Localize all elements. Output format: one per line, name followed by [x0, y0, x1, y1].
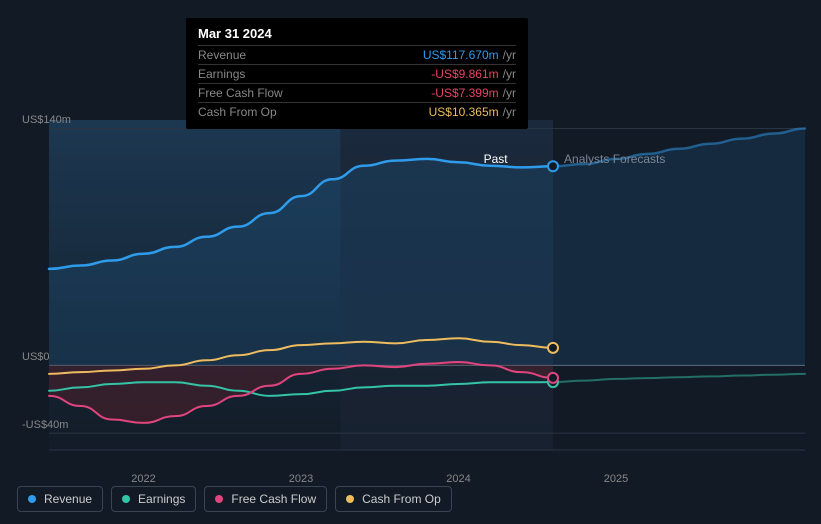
- x-axis-label: 2022: [131, 473, 155, 485]
- past-label: Past: [484, 152, 508, 166]
- chart-area[interactable]: US$140mUS$0-US$40m2022202320242025PastAn…: [17, 120, 805, 480]
- fcf-marker: [548, 373, 558, 383]
- legend-label: Cash From Op: [362, 492, 441, 506]
- chart-tooltip: Mar 31 2024 RevenueUS$117.670m/yrEarning…: [186, 18, 528, 129]
- tooltip-row: Free Cash Flow -US$7.399m/yr: [198, 83, 516, 102]
- tooltip-row: Earnings -US$9.861m/yr: [198, 64, 516, 83]
- legend-item-cfo[interactable]: Cash From Op: [335, 486, 452, 512]
- revenue-marker: [548, 161, 558, 171]
- tooltip-suffix: /yr: [503, 67, 516, 81]
- legend-label: Free Cash Flow: [231, 492, 316, 506]
- tooltip-value: US$10.365m: [429, 105, 499, 119]
- tooltip-value: -US$7.399m: [431, 86, 498, 100]
- tooltip-label: Revenue: [198, 48, 246, 62]
- x-axis-label: 2025: [604, 473, 628, 485]
- legend: Revenue Earnings Free Cash Flow Cash From O…: [17, 486, 452, 512]
- legend-dot-icon: [28, 495, 36, 503]
- tooltip-value-wrap: US$117.670m/yr: [423, 48, 516, 62]
- legend-dot-icon: [122, 495, 130, 503]
- earnings-line-forecast: [553, 374, 805, 382]
- tooltip-label: Free Cash Flow: [198, 86, 283, 100]
- tooltip-value-wrap: US$10.365m/yr: [429, 105, 516, 119]
- legend-label: Earnings: [138, 492, 185, 506]
- x-axis-label: 2024: [446, 473, 470, 485]
- forecast-label: Analysts Forecasts: [564, 152, 665, 166]
- legend-dot-icon: [346, 495, 354, 503]
- tooltip-value: US$117.670m: [423, 48, 499, 62]
- tooltip-date: Mar 31 2024: [198, 26, 516, 41]
- chart-svg: [17, 120, 805, 450]
- y-axis-label: US$140m: [22, 114, 71, 126]
- tooltip-suffix: /yr: [503, 48, 516, 62]
- tooltip-row: Revenue US$117.670m/yr: [198, 45, 516, 64]
- tooltip-suffix: /yr: [503, 105, 516, 119]
- tooltip-value-wrap: -US$9.861m/yr: [431, 67, 516, 81]
- x-axis-label: 2023: [289, 473, 313, 485]
- tooltip-label: Earnings: [198, 67, 245, 81]
- tooltip-label: Cash From Op: [198, 105, 277, 119]
- tooltip-value: -US$9.861m: [431, 67, 498, 81]
- cfo-marker: [548, 343, 558, 353]
- tooltip-suffix: /yr: [503, 86, 516, 100]
- tooltip-rows: RevenueUS$117.670m/yrEarnings-US$9.861m/…: [198, 45, 516, 121]
- legend-dot-icon: [215, 495, 223, 503]
- legend-item-revenue[interactable]: Revenue: [17, 486, 103, 512]
- y-axis-label: US$0: [22, 351, 50, 363]
- legend-label: Revenue: [44, 492, 92, 506]
- tooltip-row: Cash From Op US$10.365m/yr: [198, 102, 516, 121]
- tooltip-value-wrap: -US$7.399m/yr: [431, 86, 516, 100]
- y-axis-label: -US$40m: [22, 419, 68, 431]
- legend-item-fcf[interactable]: Free Cash Flow: [204, 486, 327, 512]
- legend-item-earnings[interactable]: Earnings: [111, 486, 196, 512]
